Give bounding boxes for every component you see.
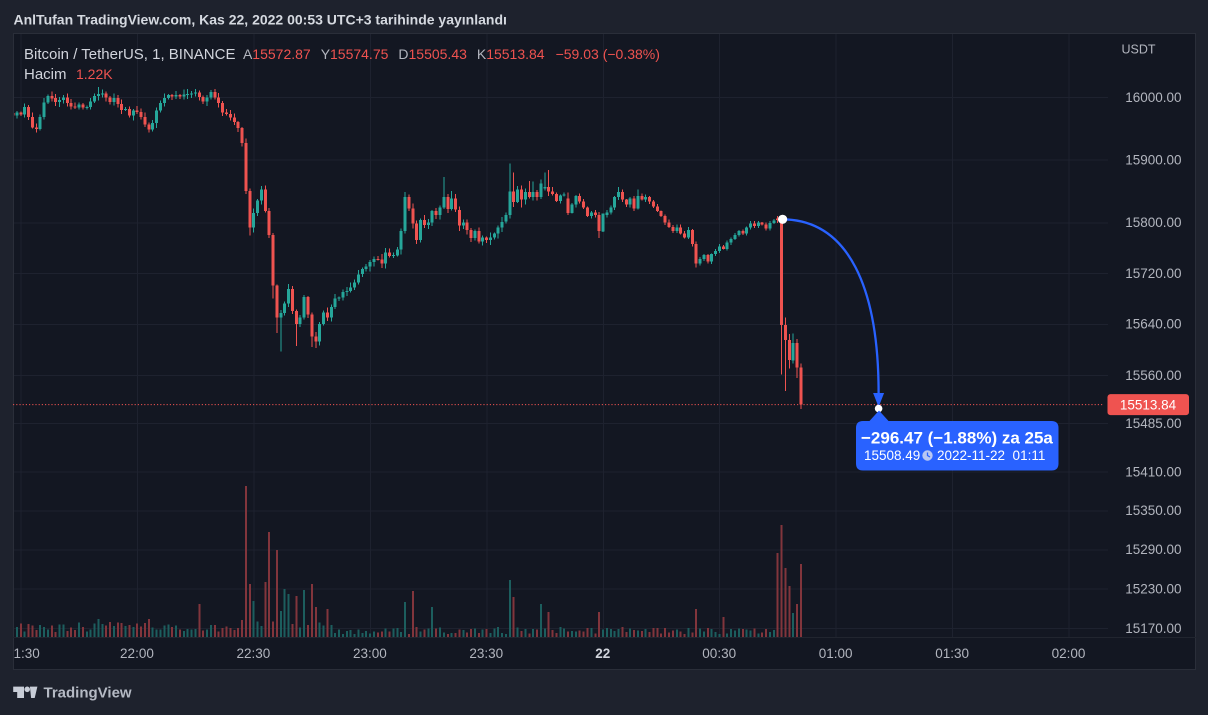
svg-text:1.22K: 1.22K xyxy=(76,66,113,82)
svg-text:AnlTufan TradingView.com, Kas: AnlTufan TradingView.com, Kas 22, 2022 0… xyxy=(14,12,507,28)
svg-text:15560.00: 15560.00 xyxy=(1125,368,1181,383)
svg-text:15230.00: 15230.00 xyxy=(1125,581,1181,596)
svg-text:2022-11-22 01:11: 2022-11-22 01:11 xyxy=(937,448,1045,463)
svg-text:02:00: 02:00 xyxy=(1052,646,1086,661)
svg-text:Bitcoin / TetherUS, 1, BINANCE: Bitcoin / TetherUS, 1, BINANCE xyxy=(24,46,235,63)
svg-text:23:00: 23:00 xyxy=(353,646,387,661)
svg-text:TradingView: TradingView xyxy=(44,685,132,702)
svg-text:22:00: 22:00 xyxy=(120,646,154,661)
svg-text:15640.00: 15640.00 xyxy=(1125,317,1181,332)
svg-text:15485.00: 15485.00 xyxy=(1125,416,1181,431)
svg-text:01:00: 01:00 xyxy=(819,646,853,661)
svg-text:−296.47 (−1.88%) za 25a: −296.47 (−1.88%) za 25a xyxy=(861,429,1053,448)
svg-text:15410.00: 15410.00 xyxy=(1125,464,1181,479)
svg-text:15170.00: 15170.00 xyxy=(1125,621,1181,636)
svg-text:Hacim: Hacim xyxy=(24,66,67,83)
svg-text:15900.00: 15900.00 xyxy=(1125,152,1181,167)
svg-text:15290.00: 15290.00 xyxy=(1125,542,1181,557)
svg-text:00:30: 00:30 xyxy=(702,646,736,661)
svg-text:1:30: 1:30 xyxy=(14,646,40,661)
svg-text:USDT: USDT xyxy=(1122,43,1156,57)
svg-text:15508.49: 15508.49 xyxy=(864,448,920,463)
svg-text:15720.00: 15720.00 xyxy=(1125,266,1181,281)
svg-text:23:30: 23:30 xyxy=(469,646,503,661)
svg-text:22: 22 xyxy=(595,646,610,661)
svg-text:15350.00: 15350.00 xyxy=(1125,503,1181,518)
svg-text:15800.00: 15800.00 xyxy=(1125,215,1181,230)
svg-text:15513.84: 15513.84 xyxy=(1120,397,1177,412)
svg-text:01:30: 01:30 xyxy=(935,646,969,661)
svg-text:22:30: 22:30 xyxy=(237,646,271,661)
svg-text:16000.00: 16000.00 xyxy=(1125,90,1181,105)
